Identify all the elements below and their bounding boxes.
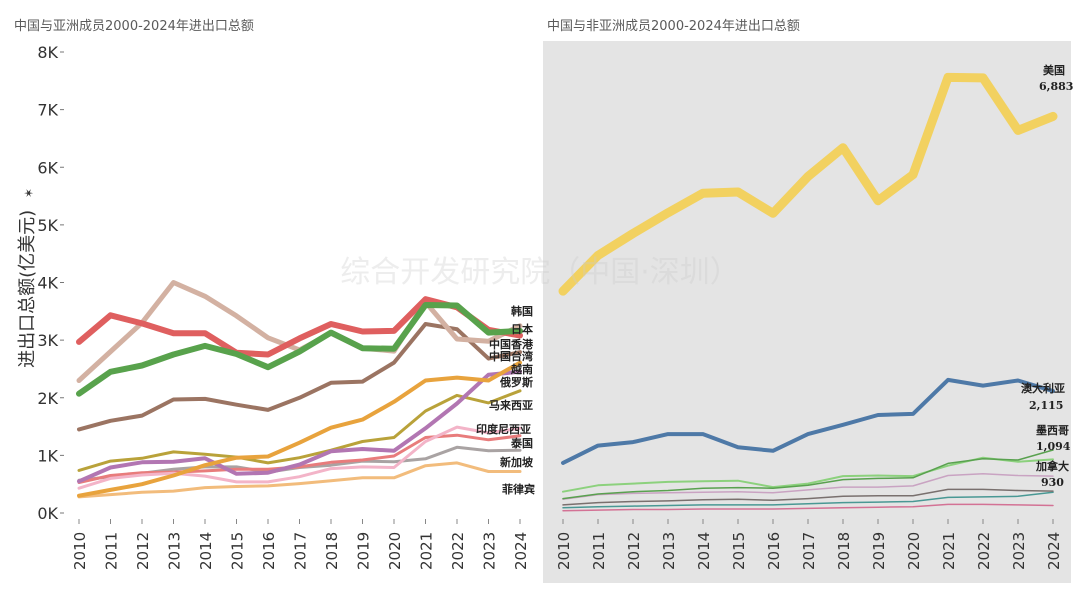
series-line xyxy=(77,369,522,484)
x-tick-label: 2018 xyxy=(323,532,341,570)
x-tick-label: 2011 xyxy=(590,532,608,570)
series-label: 马来西亚 xyxy=(489,398,533,412)
x-tick-label: 2012 xyxy=(625,532,643,570)
y-axis-label: 进出口总额(亿美元) ✶ xyxy=(17,188,38,368)
y-tick-label: 1K xyxy=(37,446,58,465)
series-line xyxy=(562,473,1054,500)
series-line xyxy=(562,503,1054,512)
series-line xyxy=(77,360,522,498)
left-series-lines xyxy=(76,280,523,499)
x-tick-label: 2023 xyxy=(481,532,499,570)
series-label: 俄罗斯 xyxy=(499,375,533,389)
x-tick-label: 2019 xyxy=(870,532,888,570)
value-label: 930 xyxy=(1041,476,1064,489)
x-tick-label: 2021 xyxy=(940,532,958,570)
series-label: 中国台湾 xyxy=(489,349,533,363)
x-tick-label: 2014 xyxy=(695,532,713,570)
x-tick-label: 2010 xyxy=(555,532,573,570)
x-tick-label: 2017 xyxy=(800,532,818,570)
y-tick-label: 7K xyxy=(37,101,58,120)
x-tick-label: 2015 xyxy=(229,532,247,570)
series-line xyxy=(77,389,522,472)
series-line xyxy=(77,425,522,490)
y-tick-label: 6K xyxy=(37,158,58,177)
x-tick-label: 2017 xyxy=(292,532,310,570)
y-tick-label: 4K xyxy=(37,274,58,293)
x-tick-label: 2019 xyxy=(355,532,373,570)
x-tick-label: 2016 xyxy=(765,532,783,570)
series-label: 墨西哥 xyxy=(1036,424,1069,437)
value-label: 2,115 xyxy=(1029,399,1063,412)
series-line xyxy=(561,377,1055,465)
y-tick-label: 2K xyxy=(37,389,58,408)
x-tick-label: 2011 xyxy=(103,532,121,570)
x-tick-label: 2010 xyxy=(71,532,89,570)
series-line xyxy=(562,488,1054,506)
x-tick-label: 2013 xyxy=(166,532,184,570)
series-label: 美国 xyxy=(1043,63,1065,77)
x-tick-label: 2018 xyxy=(835,532,853,570)
right-chart-title: 中国与非亚洲成员2000-2024年进出口总额 xyxy=(547,19,800,34)
x-tick-label: 2015 xyxy=(730,532,748,570)
x-tick-label: 2013 xyxy=(660,532,678,570)
y-tick-label: 0K xyxy=(37,504,58,523)
series-label: 加拿大 xyxy=(1035,459,1069,473)
x-tick-label: 2014 xyxy=(197,532,215,570)
x-tick-label: 2020 xyxy=(386,532,404,570)
value-label: 1,094 xyxy=(1036,440,1071,453)
right-series-lines xyxy=(558,72,1058,512)
series-line xyxy=(77,461,522,499)
left-chart-title: 中国与亚洲成员2000-2024年进出口总额 xyxy=(14,19,254,34)
right-axes: 2010 2011 2012 2013 2014 2015 2016 2017 2018 2019… xyxy=(555,519,1063,570)
left-axes: 0K 1K 2K 3K 4K 5K 6K 7K 8K 2010 2011 2012 2013 2014 20… xyxy=(37,43,530,570)
series-label: 韩国 xyxy=(511,304,533,318)
x-tick-label: 2023 xyxy=(1010,532,1028,570)
series-line xyxy=(562,491,1054,509)
series-label: 日本 xyxy=(511,322,533,336)
x-tick-label: 2012 xyxy=(134,532,152,570)
series-label: 澳大利亚 xyxy=(1021,381,1065,395)
series-label: 印度尼西亚 xyxy=(476,422,531,436)
x-tick-label: 2016 xyxy=(260,532,278,570)
series-label: 菲律宾 xyxy=(502,482,535,496)
x-tick-label: 2020 xyxy=(905,532,923,570)
watermark: 综合开发研究院（中国·深圳） xyxy=(340,255,740,290)
series-line xyxy=(76,302,523,397)
value-label: 6,883 xyxy=(1039,80,1073,93)
right-panel-background xyxy=(543,41,1071,583)
y-axis-label-text: 进出口总额(亿美元) xyxy=(17,210,38,368)
series-line xyxy=(562,449,1054,500)
series-label: 中国香港 xyxy=(489,337,534,351)
y-tick-label: 8K xyxy=(37,43,58,62)
y-tick-label: 5K xyxy=(37,216,58,235)
x-tick-label: 2022 xyxy=(449,532,467,570)
sort-icon: ✶ xyxy=(22,188,36,198)
right-series-labels: 美国 6,883 澳大利亚 2,115 墨西哥 1,094 加拿大 930 xyxy=(1021,63,1073,489)
series-label: 新加坡 xyxy=(500,455,534,469)
series-label: 泰国 xyxy=(510,436,533,450)
y-tick-label: 3K xyxy=(37,331,58,350)
series-line xyxy=(77,433,522,484)
x-tick-label: 2024 xyxy=(512,532,530,570)
series-line xyxy=(558,72,1058,296)
series-label: 越南 xyxy=(510,362,533,376)
x-tick-label: 2022 xyxy=(975,532,993,570)
x-tick-label: 2024 xyxy=(1045,532,1063,570)
x-tick-label: 2021 xyxy=(418,532,436,570)
